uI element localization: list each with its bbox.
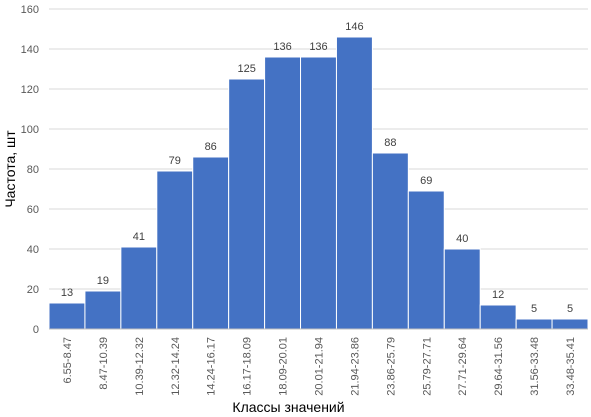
data-label: 19 [97, 275, 109, 287]
bar [228, 78, 266, 330]
x-tick-label: 14.24-16.17 [206, 337, 218, 396]
data-label: 5 [567, 303, 573, 315]
bar [407, 190, 445, 330]
data-label: 79 [169, 155, 181, 167]
data-label: 40 [456, 233, 468, 245]
data-label: 69 [420, 175, 432, 187]
x-tick-label: 31.56-33.48 [529, 337, 541, 396]
bar [84, 290, 122, 330]
x-tick-label: 25.79-27.71 [421, 337, 433, 396]
x-tick-label: 18.09-20.01 [278, 337, 290, 396]
x-tick-label: 27.71-29.64 [457, 337, 469, 396]
data-label: 146 [345, 21, 363, 33]
y-tick-label: 0 [33, 324, 39, 336]
data-label: 41 [133, 231, 145, 243]
bar [300, 56, 337, 330]
x-tick-label: 29.64-31.56 [493, 337, 505, 396]
y-tick-label: 20 [27, 284, 39, 296]
x-tick-label: 6.55-8.47 [62, 337, 74, 383]
bars [48, 36, 589, 330]
x-axis-ticks: 6.55-8.47 8.47-10.39 10.39-12.32 12.32-14.2… [62, 337, 577, 396]
x-tick-label: 12.32-14.24 [170, 337, 182, 396]
data-label: 13 [61, 287, 73, 299]
y-tick-label: 100 [21, 124, 39, 136]
x-tick-label: 20.01-21.94 [314, 337, 326, 396]
data-label: 5 [531, 303, 537, 315]
bar [443, 248, 481, 330]
data-label: 125 [237, 63, 255, 75]
x-tick-label: 8.47-10.39 [98, 337, 110, 390]
y-tick-label: 160 [21, 4, 39, 16]
bar [371, 152, 409, 330]
data-label: 88 [384, 137, 396, 149]
x-tick-label: 33.48-35.41 [565, 337, 577, 396]
bar [551, 318, 589, 330]
data-label: 136 [309, 41, 327, 53]
data-label: 86 [205, 141, 217, 153]
y-tick-label: 40 [27, 244, 39, 256]
data-label: 136 [273, 41, 291, 53]
bar [120, 246, 158, 330]
bar [479, 304, 517, 330]
x-axis-title: Классы значений [232, 399, 344, 415]
y-axis-ticks: 0 20 40 60 80 100 120 140 160 [21, 4, 39, 336]
bar [48, 302, 86, 330]
y-axis-title: Частота, шт [2, 130, 18, 208]
data-label: 12 [492, 289, 504, 301]
bar [335, 36, 373, 330]
y-tick-label: 60 [27, 204, 39, 216]
y-tick-label: 140 [21, 44, 39, 56]
x-tick-label: 23.86-25.79 [385, 337, 397, 396]
bar [156, 170, 194, 330]
bar [192, 156, 230, 330]
x-tick-label: 21.94-23.86 [349, 337, 361, 396]
bar [515, 318, 553, 330]
y-tick-label: 120 [21, 84, 39, 96]
y-tick-label: 80 [27, 164, 39, 176]
bar [264, 56, 302, 330]
x-tick-label: 10.39-12.32 [134, 337, 146, 396]
x-tick-label: 16.17-18.09 [242, 337, 254, 396]
